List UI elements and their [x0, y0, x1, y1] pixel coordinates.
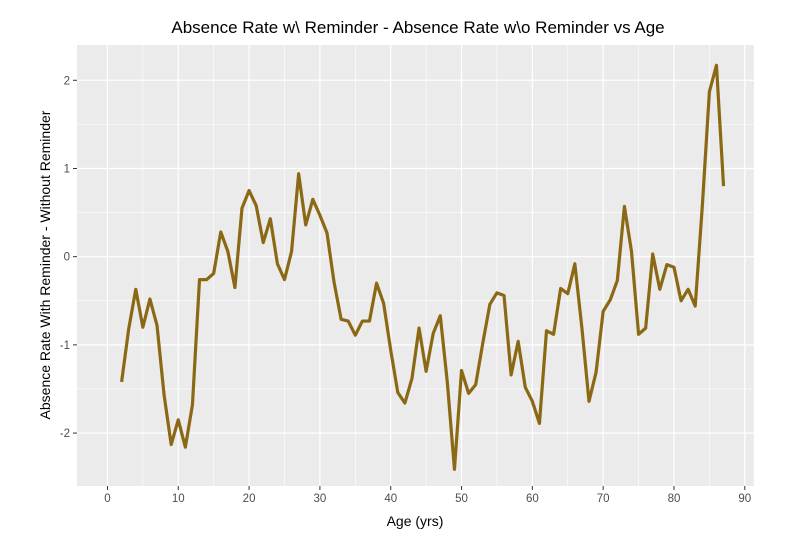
x-tick-label: 90: [738, 493, 751, 505]
x-tick-label: 70: [597, 493, 610, 505]
x-tick-label: 30: [314, 493, 327, 505]
y-tick-label: 2: [64, 75, 70, 87]
series-line-0: [120, 63, 726, 471]
x-tick-label: 20: [243, 493, 256, 505]
x-tick-label: 80: [668, 493, 681, 505]
x-tick-label: 40: [384, 493, 397, 505]
x-axis: 0 10 20 30 40 50 60 70 80 90: [104, 486, 751, 505]
x-tick-label: 60: [526, 493, 539, 505]
major-gridlines: [77, 45, 754, 486]
y-tick-label: 0: [64, 252, 70, 264]
y-axis-title: Absence Rate With Reminder - Without Rem…: [37, 110, 53, 419]
x-axis-title: Age (yrs): [387, 513, 444, 529]
y-tick-label: -2: [60, 428, 70, 440]
x-tick-label: 10: [172, 493, 185, 505]
y-tick-label: -1: [60, 340, 70, 352]
series-layer: [120, 63, 726, 471]
chart-title: Absence Rate w\ Reminder - Absence Rate …: [171, 18, 664, 37]
y-axis: -2 -1 0 1 2: [60, 75, 77, 440]
y-tick-label: 1: [64, 163, 70, 175]
x-tick-label: 0: [104, 493, 110, 505]
x-tick-label: 50: [455, 493, 468, 505]
